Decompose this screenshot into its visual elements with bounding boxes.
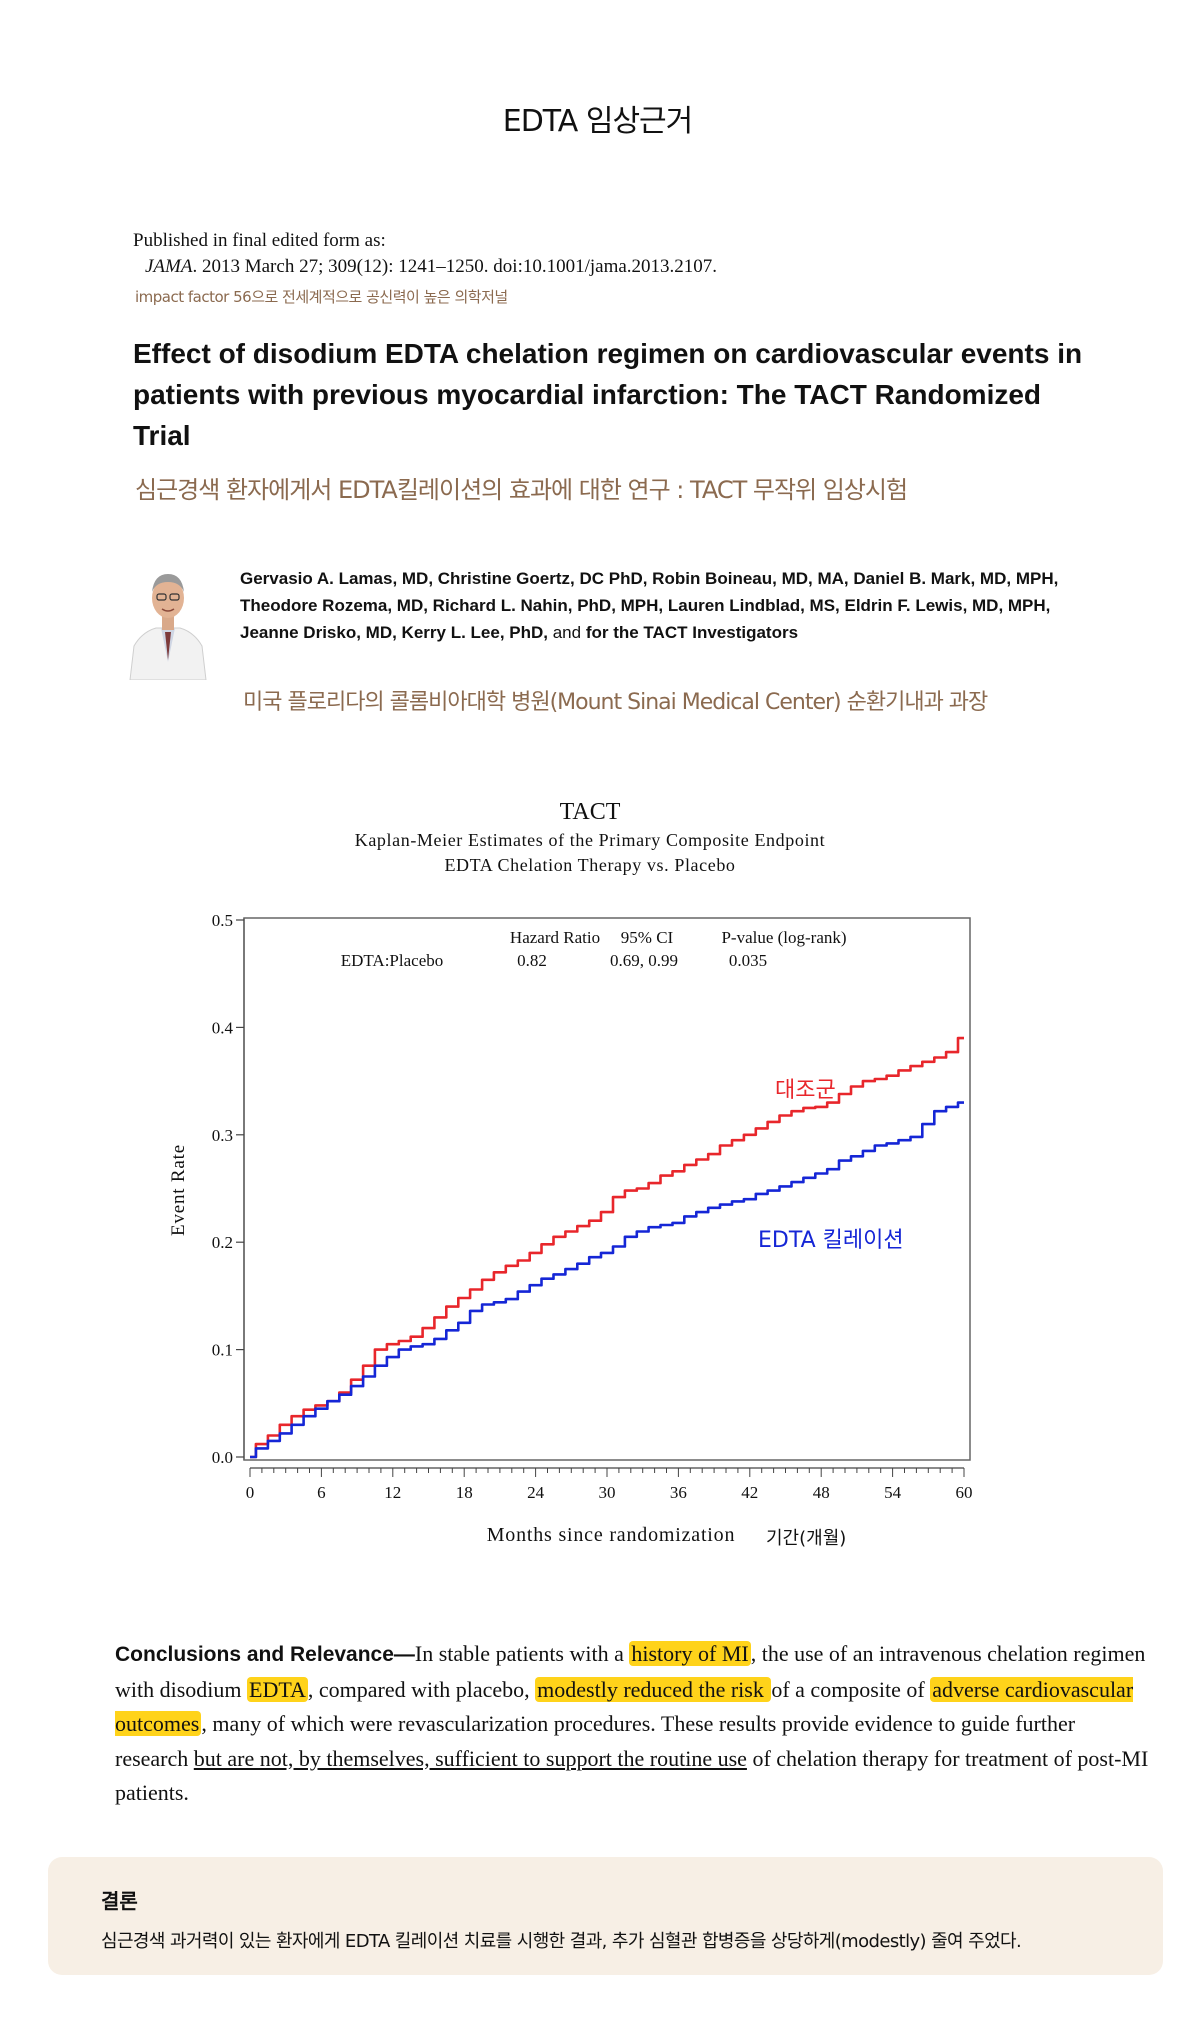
page-title: EDTA 임상근거	[502, 104, 694, 139]
conclusion-paragraph: Conclusions and Relevance—In stable pati…	[115, 1637, 1150, 1811]
underline-not-sufficient: but are not, by themselves, sufficient t…	[193, 1745, 747, 1771]
y-tick-label: 0.4	[212, 1018, 234, 1037]
author-list: Gervasio A. Lamas, MD, Christine Goertz,…	[240, 565, 1100, 646]
x-tick-label: 24	[527, 1483, 545, 1502]
chart-subtitle-2: EDTA Chelation Therapy vs. Placebo	[444, 855, 735, 875]
summary-box: 결론 심근경색 과거력이 있는 환자에게 EDTA 킬레이션 치료를 시행한 결…	[48, 1857, 1163, 1975]
stats-hr-value: 0.82	[517, 951, 547, 970]
stats-row-label: EDTA:Placebo	[341, 951, 444, 970]
x-axis: 0 6 12 18 24 30 36 42 48 54 60	[246, 1467, 973, 1502]
stats-header-ci: 95% CI	[621, 928, 674, 947]
x-tick-label: 42	[741, 1483, 758, 1502]
stats-header-p: P-value (log-rank)	[721, 928, 846, 947]
paper-title-korean: 심근경색 환자에게서 EDTA킬레이션의 효과에 대한 연구 : TACT 무작…	[135, 476, 908, 504]
chart-title: TACT	[560, 799, 621, 825]
x-tick-label: 18	[456, 1483, 473, 1502]
conclusion-text: , the use of an intravenous chelation re…	[115, 1641, 1146, 1702]
conclusion-text: , compared with placebo,	[307, 1676, 536, 1702]
x-tick-label: 12	[384, 1483, 401, 1502]
author-photo	[128, 562, 208, 680]
author-names: Gervasio A. Lamas, MD, Christine Goertz,…	[240, 569, 1059, 642]
y-tick-label: 0.3	[212, 1126, 233, 1145]
paper-title: Effect of disodium EDTA chelation regime…	[133, 338, 1083, 451]
impact-note: impact factor 56으로 전세계적으로 공신력이 높은 의학저널	[135, 288, 508, 306]
series-line-placebo	[250, 1036, 964, 1459]
summary-text: 심근경색 과거력이 있는 환자에게 EDTA 킬레이션 치료를 시행한 결과, …	[101, 1931, 1022, 1952]
y-axis: 0.0 0.1 0.2 0.3 0.4 0.5	[212, 911, 245, 1467]
stats-ci-value: 0.69, 0.99	[610, 951, 678, 970]
series-label-edta: EDTA 킬레이션	[758, 1228, 904, 1253]
y-axis-label: Event Rate	[168, 1144, 189, 1236]
author-affiliation: 미국 플로리다의 콜롬비아대학 병원(Mount Sinai Medical C…	[243, 690, 988, 715]
x-tick-label: 48	[813, 1483, 830, 1502]
published-line: Published in final edited form as:	[133, 230, 386, 251]
x-axis-label-korean: 기간(개월)	[766, 1528, 846, 1549]
series-label-placebo: 대조군	[775, 1078, 836, 1103]
conclusion-text: , many of which were revascularization p…	[115, 1711, 1076, 1771]
x-tick-label: 6	[317, 1483, 326, 1502]
x-tick-label: 30	[599, 1483, 616, 1502]
author-group: for the TACT Investigators	[585, 623, 799, 642]
summary-label: 결론	[101, 1889, 138, 1913]
highlight-edta: EDTA	[247, 1676, 308, 1702]
km-chart: TACT Kaplan-Meier Estimates of the Prima…	[168, 799, 973, 1549]
y-tick-label: 0.5	[212, 911, 233, 930]
conclusion-text: In stable patients with a	[414, 1641, 630, 1666]
chart-subtitle-1: Kaplan-Meier Estimates of the Primary Co…	[355, 830, 826, 850]
y-tick-label: 0.0	[212, 1448, 233, 1467]
publication-info: Published in final edited form as: JAMA.…	[133, 228, 717, 280]
author-and: and	[552, 623, 582, 642]
x-tick-label: 0	[246, 1483, 255, 1502]
highlight-modestly-reduced: modestly reduced the risk	[535, 1676, 772, 1702]
x-tick-label: 36	[670, 1483, 687, 1502]
conclusion-text: of a composite of	[771, 1676, 931, 1702]
citation-detail: . 2013 March 27; 309(12): 1241–1250. doi…	[192, 256, 718, 277]
y-tick-label: 0.1	[212, 1341, 233, 1360]
journal-name: JAMA	[145, 256, 193, 277]
citation: JAMA. 2013 March 27; 309(12): 1241–1250.…	[133, 254, 717, 280]
y-tick-label: 0.2	[212, 1233, 233, 1252]
highlight-history-mi: history of MI	[629, 1641, 751, 1666]
series-line-edta	[250, 1101, 964, 1459]
x-tick-label: 54	[884, 1483, 902, 1502]
conclusion-lead: Conclusions and Relevance—	[115, 1643, 415, 1666]
conclusion-text: of chelation therapy for treatment of po…	[115, 1745, 1149, 1806]
x-tick-label: 60	[956, 1483, 973, 1502]
stats-header-hr: Hazard Ratio	[510, 928, 600, 947]
stats-p-value: 0.035	[729, 951, 767, 970]
x-axis-label: Months since randomization	[487, 1524, 736, 1546]
